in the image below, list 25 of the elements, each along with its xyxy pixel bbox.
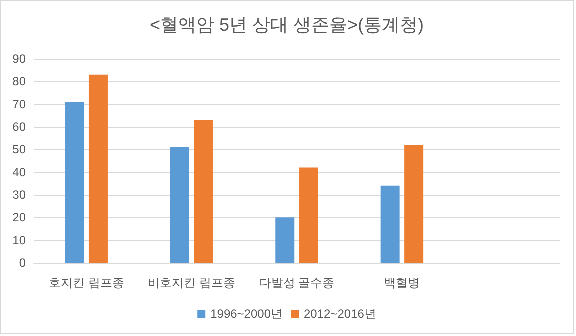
- bar: [170, 147, 190, 263]
- y-tick-label: 80: [12, 74, 26, 89]
- bar: [276, 218, 295, 263]
- bar: [380, 186, 400, 263]
- bar: [65, 102, 84, 263]
- y-tick-label: 0: [19, 256, 26, 270]
- y-tick-label: 70: [12, 97, 26, 112]
- x-tick-label: 백혈병: [384, 276, 420, 290]
- y-tick-label: 10: [12, 233, 26, 248]
- x-tick-label: 비호지킨 림프종: [148, 276, 236, 290]
- legend-label: 1996~2000년: [210, 307, 284, 321]
- legend-label: 2012~2016년: [304, 307, 376, 321]
- y-tick-label: 20: [12, 210, 26, 225]
- bar: [299, 168, 318, 263]
- x-tick-label: 다발성 골수종: [259, 276, 335, 290]
- bar: [194, 120, 214, 263]
- y-tick-label: 60: [12, 120, 26, 134]
- y-tick-label: 90: [12, 52, 26, 66]
- y-tick-label: 40: [12, 165, 26, 180]
- bar: [404, 145, 424, 263]
- y-tick-label: 50: [12, 142, 26, 157]
- chart-title: <혈액암 5년 상대 생존율>(통계청): [150, 15, 424, 35]
- bar: [88, 74, 108, 263]
- y-tick-label: 30: [12, 188, 26, 202]
- x-tick-label: 호지킨 림프종: [48, 276, 124, 290]
